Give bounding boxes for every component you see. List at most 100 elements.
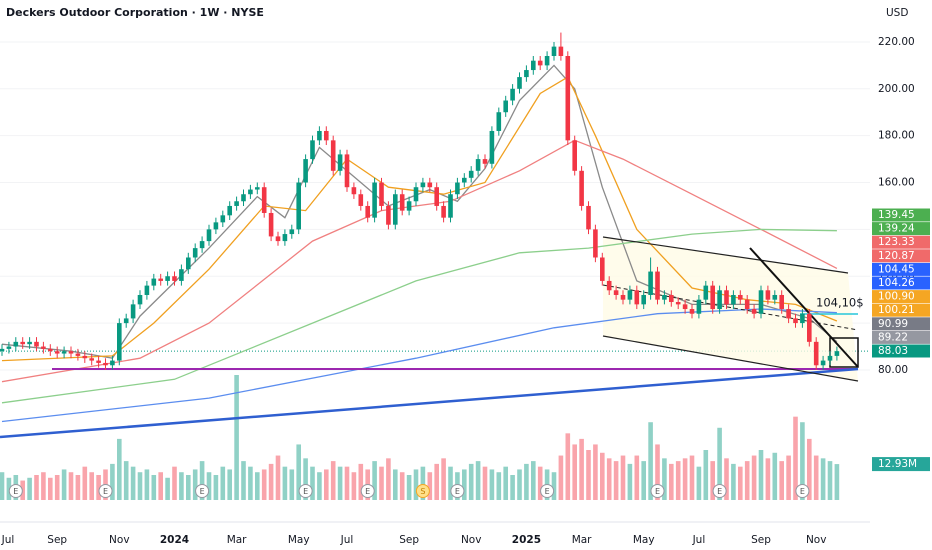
volume-bar	[379, 466, 384, 500]
volume-bar	[151, 475, 157, 500]
candle-body	[627, 290, 633, 300]
price-tag-label: 139.45	[878, 209, 915, 221]
volume-bar	[682, 458, 688, 500]
price-tag	[872, 317, 930, 331]
price-tag-label: 104.26	[878, 277, 915, 289]
candle-body	[330, 140, 336, 171]
candle-body	[551, 46, 557, 56]
volume-layer	[0, 375, 840, 500]
event-marker	[540, 484, 555, 498]
volume-bar	[613, 461, 619, 500]
event-marker	[650, 484, 665, 498]
volume-bar	[641, 461, 646, 500]
candle-body	[123, 318, 129, 324]
candle-body	[54, 351, 60, 354]
volume-bar	[227, 469, 232, 500]
event-marker	[195, 484, 210, 498]
candle-body	[82, 355, 88, 359]
candle-body	[186, 257, 191, 270]
candle-body	[448, 194, 453, 218]
candle-body	[786, 309, 791, 319]
x-tick-label: Nov	[109, 534, 130, 546]
candle-body	[192, 248, 198, 258]
price-tag	[872, 276, 930, 290]
volume-bar	[186, 475, 191, 500]
volume-bar	[620, 455, 626, 500]
volume-bar	[413, 469, 419, 500]
candle-body	[386, 205, 391, 225]
candle-body	[179, 269, 184, 281]
volume-bar	[786, 455, 791, 500]
event-label: S	[420, 487, 425, 496]
candle-body	[48, 348, 53, 352]
candle-body	[455, 182, 460, 195]
volume-bar	[462, 469, 467, 500]
volume-bar	[158, 472, 163, 500]
candle-body	[234, 201, 239, 206]
volume-bar	[75, 475, 81, 500]
volume-bar	[261, 469, 267, 500]
candle-body	[337, 154, 343, 171]
volume-bar	[68, 472, 74, 500]
candle-body	[117, 323, 122, 361]
volume-bar	[303, 458, 308, 500]
candle-body	[344, 154, 350, 188]
candle-body	[634, 290, 640, 305]
volume-bar	[820, 458, 826, 500]
candle-body	[393, 194, 398, 225]
price-tag	[872, 303, 930, 317]
x-tick-label: Mar	[572, 534, 592, 546]
volume-bar	[123, 461, 129, 500]
volume-bar	[779, 461, 784, 500]
x-tick-label: Mar	[227, 534, 247, 546]
candle-body	[137, 294, 143, 305]
volume-bar	[324, 469, 329, 500]
channel-bottom	[602, 335, 859, 382]
volume-bar	[48, 477, 53, 500]
event-label: E	[717, 487, 722, 496]
x-tick-label: Nov	[461, 534, 482, 546]
volume-bar	[662, 458, 667, 500]
volume-bar	[579, 438, 584, 500]
volume-bar	[475, 461, 481, 500]
candle-body	[703, 285, 709, 300]
volume-bar	[61, 469, 67, 500]
price-tag-label: 123.33	[878, 236, 915, 248]
candle-body	[675, 302, 681, 305]
x-tick-label: Jul	[1, 534, 15, 546]
x-tick-label: 2024	[160, 534, 189, 546]
volume-bar	[482, 466, 488, 500]
price-tag-label: 120.87	[878, 250, 915, 262]
candle-body	[310, 140, 315, 160]
volume-bar	[213, 475, 219, 500]
candle-body	[27, 341, 32, 345]
event-marker	[415, 484, 430, 498]
event-marker	[795, 484, 810, 498]
volume-bar	[537, 466, 543, 500]
candle-body	[289, 229, 295, 235]
candle-body	[524, 70, 529, 78]
chart-title: Deckers Outdoor Corporation · 1W · NYSE	[6, 6, 264, 19]
y-tick-label: 200.00	[878, 83, 915, 95]
candle-body	[248, 189, 253, 195]
candle-body	[517, 77, 522, 89]
volume-bar	[137, 472, 143, 500]
volume-bar	[206, 472, 212, 500]
candle-body	[441, 205, 446, 218]
candle-body	[165, 276, 170, 281]
event-marker	[98, 484, 113, 498]
event-label: E	[655, 487, 660, 496]
event-label: E	[545, 487, 550, 496]
volume-bar	[724, 458, 729, 500]
volume-bar	[448, 466, 453, 500]
candle-body	[413, 187, 419, 202]
candle-body	[427, 182, 433, 188]
volume-bar	[765, 458, 771, 500]
candle-body	[317, 130, 322, 141]
candle-body	[496, 112, 502, 131]
candle-body	[406, 201, 412, 211]
price-tag	[872, 249, 930, 263]
volume-bar	[496, 472, 502, 500]
candle-body	[765, 290, 771, 300]
price-tag-label: 139.24	[878, 223, 915, 235]
